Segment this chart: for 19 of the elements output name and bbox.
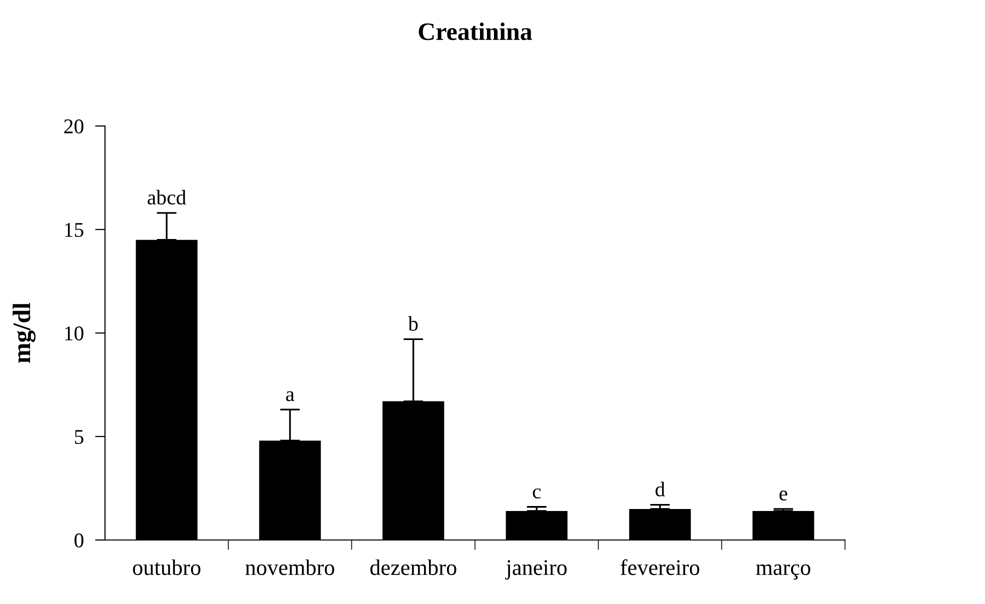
x-tick-label: outubro <box>132 559 200 576</box>
chart-title: Creatinina <box>418 22 532 40</box>
annotation: abcd <box>148 190 186 205</box>
x-tick-label: dezembro <box>370 559 456 576</box>
annotation: e <box>780 490 788 501</box>
y-tick-label: 10 <box>65 326 84 340</box>
x-tick-label: janeiro <box>505 560 567 580</box>
x-tick-label: novembro <box>245 559 334 576</box>
y-tick-label: 0 <box>74 533 84 548</box>
x-tick-label: fevereiro <box>620 559 700 576</box>
annotation: c <box>532 488 541 498</box>
y-tick-label: 15 <box>65 222 84 237</box>
annotation: a <box>286 391 294 402</box>
annotation: b <box>408 316 418 331</box>
annotation: d <box>656 482 665 496</box>
x-tick-label: março <box>756 564 810 580</box>
y-tick-label: 20 <box>64 119 84 134</box>
y-axis-title: mg/dl <box>12 302 36 363</box>
y-tick-label: 5 <box>74 430 84 444</box>
